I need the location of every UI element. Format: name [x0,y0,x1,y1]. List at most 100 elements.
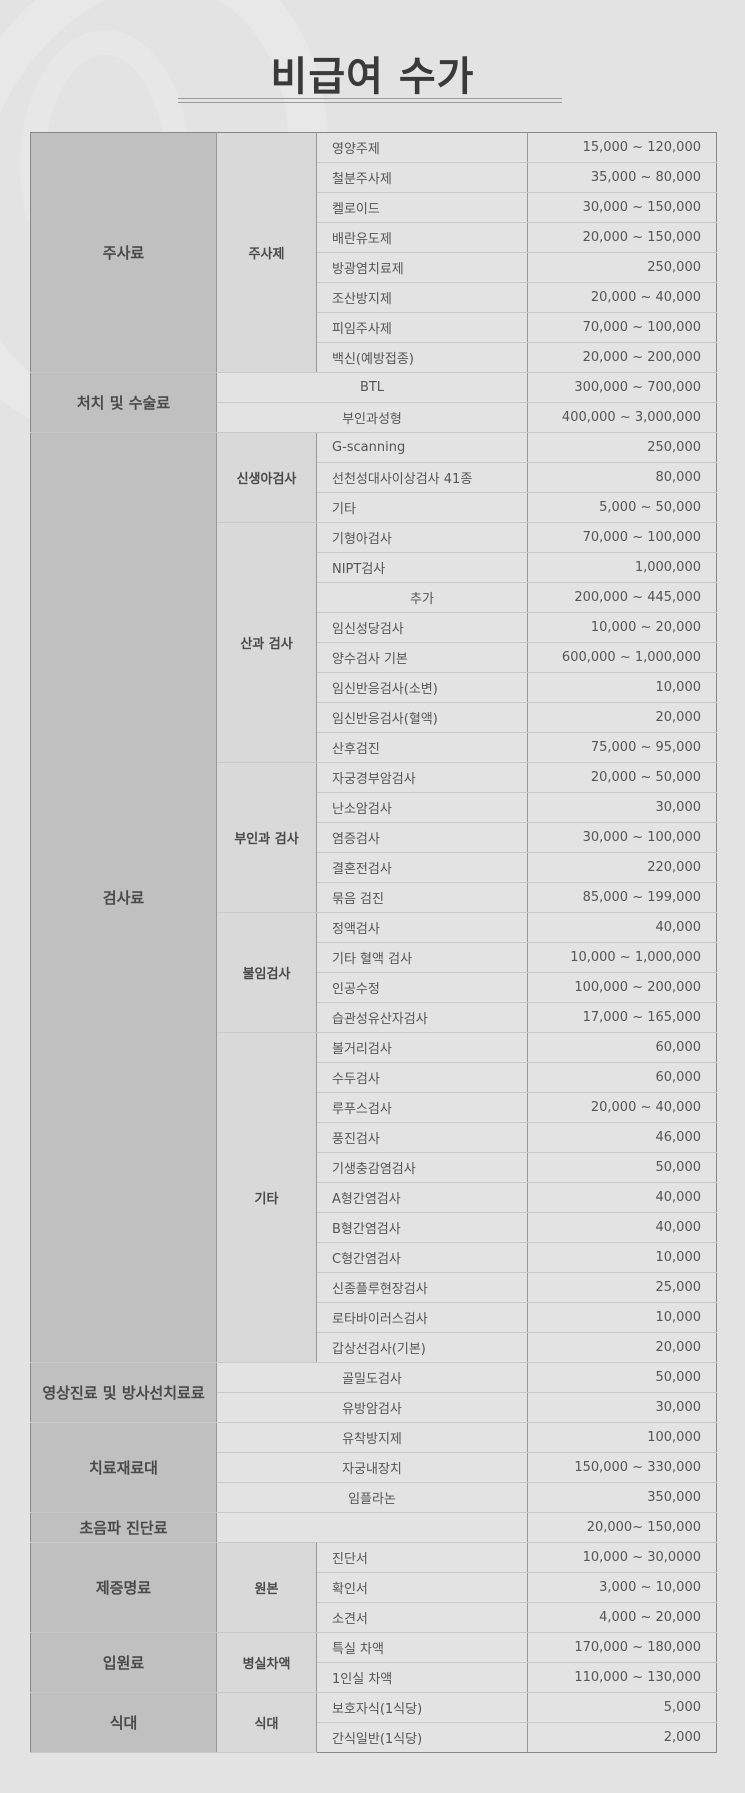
item-price-cell: 600,000 ~ 1,000,000 [527,642,717,673]
item-price-cell: 110,000 ~ 130,000 [527,1662,717,1693]
table-row: 입원료 병실차액 특실 차액 170,000 ~ 180,000 [30,1632,717,1693]
item-price-cell: 10,000 ~ 20,000 [527,612,717,643]
item-name-cell: 배란유도제 [316,222,528,253]
table-row: 산후검진 75,000 ~ 95,000 [31,732,717,763]
table-row: 루푸스검사 20,000 ~ 40,000 [31,1092,717,1123]
item-price-cell: 20,000 ~ 50,000 [527,762,717,793]
item-name-cell: 기생충감염검사 [316,1152,528,1183]
table-row: 배란유도제 20,000 ~ 150,000 [31,222,717,253]
item-price-cell: 15,000 ~ 120,000 [527,132,717,163]
item-price-cell: 150,000 ~ 330,000 [527,1452,717,1483]
category-cell: 제증명료 [30,1542,217,1633]
item-name-cell: 유착방지제 [216,1422,528,1453]
item-price-cell: 4,000 ~ 20,000 [527,1602,717,1633]
table-row: 조산방지제 20,000 ~ 40,000 [31,282,717,313]
subgroup-cell: 불임검사 [216,912,317,1033]
table-row: 식대 식대 보호자식(1식당) 5,000 [30,1692,717,1753]
item-name-cell: 부인과성형 [216,402,528,433]
item-name-cell: 습관성유산자검사 [316,1002,528,1033]
item-name-cell: 산후검진 [316,732,528,763]
table-row: NIPT검사 1,000,000 [31,552,717,583]
table-row: 방광염치료제 250,000 [31,252,717,283]
item-price-cell: 20,000 ~ 40,000 [527,282,717,313]
item-price-cell: 25,000 [527,1272,717,1303]
table-row: 인공수정 100,000 ~ 200,000 [31,972,717,1003]
item-price-cell: 20,000 [527,702,717,733]
table-row: 습관성유산자검사 17,000 ~ 165,000 [31,1002,717,1033]
table-row: 영상진료 및 방사선치료료 골밀도검사 50,000 [30,1362,717,1423]
table-row: 불임검사 정액검사 40,000 [31,912,717,1033]
item-name-cell: 루푸스검사 [316,1092,528,1123]
item-name-cell: A형간염검사 [316,1182,528,1213]
item-name-cell: 철분주사제 [316,162,528,193]
table-row: 임신성당검사 10,000 ~ 20,000 [31,612,717,643]
table-row: 기생충감염검사 50,000 [31,1152,717,1183]
item-price-cell: 3,000 ~ 10,000 [527,1572,717,1603]
table-row: A형간염검사 40,000 [31,1182,717,1213]
table-row: 난소암검사 30,000 [31,792,717,823]
price-table: 주사료 주사제 영양주제 15,000 ~ 120,000 철분주사제 35,000 ~ … [30,132,717,1753]
item-price-cell: 40,000 [527,1182,717,1213]
item-name-cell: 난소암검사 [316,792,528,823]
item-name-cell: 추가 [316,582,528,613]
item-name-cell: 자궁내장치 [216,1452,528,1483]
item-price-cell: 50,000 [527,1152,717,1183]
item-name-cell: 조산방지제 [316,282,528,313]
item-name-cell: BTL [216,372,528,403]
subgroup-cell: 기타 [216,1032,317,1363]
item-name-cell: 묶음 검진 [316,882,528,913]
item-price-cell: 75,000 ~ 95,000 [527,732,717,763]
table-row: 기타 혈액 검사 10,000 ~ 1,000,000 [31,942,717,973]
table-row: C형간염검사 10,000 [31,1242,717,1273]
item-price-cell: 300,000 ~ 700,000 [527,372,717,403]
item-price-cell: 30,000 ~ 150,000 [527,192,717,223]
item-price-cell: 50,000 [527,1362,717,1393]
subgroup-cell: 부인과 검사 [216,762,317,913]
item-name-cell: NIPT검사 [316,552,528,583]
item-name-cell: 영양주제 [316,132,528,163]
item-price-cell: 10,000 ~ 30,0000 [527,1542,717,1573]
item-price-cell: 17,000 ~ 165,000 [527,1002,717,1033]
item-name-cell: 켈로이드 [316,192,528,223]
page-title: 비급여 수가 [270,54,475,100]
item-name-cell: 기타 혈액 검사 [316,942,528,973]
subgroup-cell: 병실차액 [216,1632,317,1693]
table-row: 치료재료대 유착방지제 100,000 [30,1422,717,1513]
item-price-cell: 85,000 ~ 199,000 [527,882,717,913]
table-row: 철분주사제 35,000 ~ 80,000 [31,162,717,193]
item-price-cell: 40,000 [527,1212,717,1243]
table-row: 검사료 신생아검사 G-scanning 250,000 [30,432,717,1363]
item-name-cell: 1인실 차액 [316,1662,528,1693]
table-row: 부인과 검사 자궁경부암검사 20,000 ~ 50,000 [31,762,717,913]
item-name-cell: 피임주사제 [316,312,528,343]
category-cell: 입원료 [30,1632,217,1693]
item-name-cell: 양수검사 기본 [316,642,528,673]
item-name-cell: 볼거리검사 [316,1032,528,1063]
item-price-cell: 100,000 ~ 200,000 [527,972,717,1003]
item-price-cell: 40,000 [527,912,717,943]
subgroup-cell: 주사제 [216,132,317,373]
category-cell: 초음파 진단료 [30,1512,217,1543]
item-price-cell: 100,000 [527,1422,717,1453]
item-name-cell: 인공수정 [316,972,528,1003]
item-name-cell: 기형아검사 [316,522,528,553]
item-name-cell: 갑상선검사(기본) [316,1332,528,1363]
item-price-cell: 400,000 ~ 3,000,000 [527,402,717,433]
table-row: 추가 200,000 ~ 445,000 [31,582,717,613]
item-price-cell: 5,000 [527,1692,717,1723]
item-price-cell: 70,000 ~ 100,000 [527,312,717,343]
item-price-cell: 30,000 [527,792,717,823]
item-name-cell: 골밀도검사 [216,1362,528,1393]
table-row: 초음파 진단료 20,000~ 150,000 [30,1512,717,1543]
item-price-cell: 20,000 [527,1332,717,1363]
table-row: 임신반응검사(혈액) 20,000 [31,702,717,733]
item-name-cell: 보호자식(1식당) [316,1692,528,1723]
item-price-cell: 20,000 ~ 150,000 [527,222,717,253]
item-price-cell: 10,000 ~ 1,000,000 [527,942,717,973]
table-row: 로타바이러스검사 10,000 [31,1302,717,1333]
item-price-cell: 20,000 ~ 40,000 [527,1092,717,1123]
table-row: 수두검사 60,000 [31,1062,717,1093]
table-row: 부인과성형 400,000 ~ 3,000,000 [31,402,717,433]
item-name-cell: 진단서 [316,1542,528,1573]
item-price-cell: 20,000 ~ 200,000 [527,342,717,373]
